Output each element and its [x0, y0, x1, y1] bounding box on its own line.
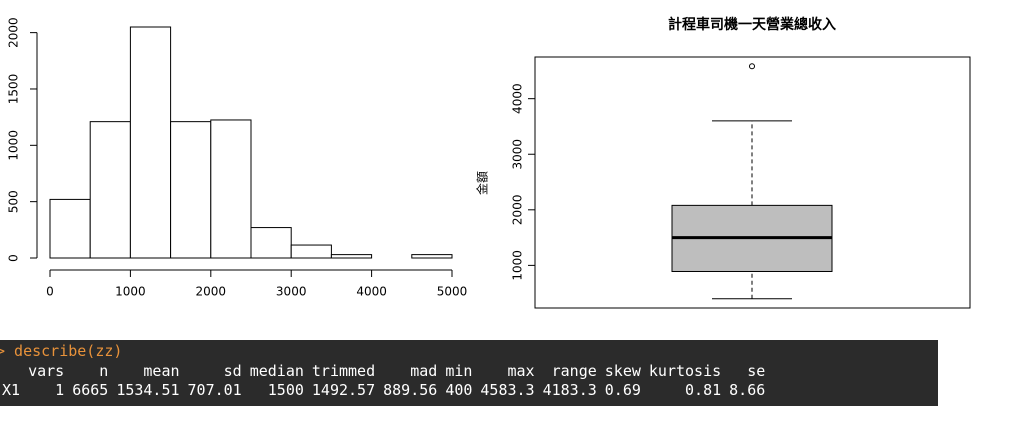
x-tick-label: 5000: [437, 285, 468, 299]
column-header: median: [249, 362, 304, 380]
bar: [411, 254, 453, 259]
column-header: trimmed: [311, 362, 376, 380]
column-header: vars: [28, 362, 65, 380]
cell-value: 1: [55, 381, 65, 399]
y-tick-label: 1000: [511, 250, 525, 281]
value-row: X1 1 6665 1534.51 707.01 1500 1492.57 889.56 400…: [0, 381, 765, 400]
outlier: [749, 63, 755, 70]
cell-value: 707.01: [187, 381, 242, 399]
column-header: sd: [223, 362, 242, 380]
y-tick-label: 3000: [511, 139, 525, 170]
x-tick-label: 2000: [196, 285, 227, 299]
cell-value: 889.56: [383, 381, 438, 399]
bar: [89, 121, 131, 259]
y-tick-label: 1000: [7, 130, 21, 161]
y-tick-label: 500: [7, 190, 21, 213]
cell-value: 400: [445, 381, 473, 399]
cell-value: 1534.51: [116, 381, 180, 399]
column-header: max: [507, 362, 535, 380]
console-command: > describe(zz): [0, 342, 123, 360]
x-tick-label: 3000: [276, 285, 307, 299]
cell-value: 1492.57: [311, 381, 376, 399]
x-tick-label: 1000: [115, 285, 146, 299]
plots: 計程車司機一天營業總收入 金額 0 500 1000 1500 2000 0 1000 200…: [7, 16, 971, 309]
bar: [49, 198, 91, 259]
plot-frame: [534, 56, 971, 309]
column-header: kurtosis: [648, 362, 722, 380]
console: > describe(zz) vars n mean sd median trimmed m…: [0, 340, 938, 406]
cell-value: 1500: [267, 381, 304, 399]
cell-value: 4183.3: [542, 381, 597, 399]
bar: [250, 227, 292, 259]
column-header: range: [551, 362, 597, 380]
column-header: skew: [604, 362, 641, 380]
y-tick-label: 4000: [511, 83, 525, 114]
cell-value: 4583.3: [480, 381, 535, 399]
header-row: vars n mean sd median trimmed mad min max range sk…: [0, 362, 765, 381]
column-header: mean: [143, 362, 180, 380]
column-header: min: [445, 362, 473, 380]
bar: [290, 244, 332, 259]
bar: [210, 119, 252, 259]
column-header: n: [99, 362, 109, 380]
box-ylabel: 金額: [475, 171, 490, 195]
y-tick-label: 2000: [511, 195, 525, 226]
x-tick-label: 0: [46, 285, 54, 299]
x-tick-label: 4000: [356, 285, 387, 299]
y-tick-label: 2000: [7, 17, 21, 48]
corner-cell: [0, 362, 20, 381]
column-header: mad: [410, 362, 438, 380]
y-tick-label: 0: [7, 254, 21, 262]
column-header: se: [747, 362, 766, 380]
cell-value: 0.81: [685, 381, 722, 399]
cell-value: 0.69: [604, 381, 641, 399]
cell-value: 6665: [72, 381, 109, 399]
y-tick-label: 1500: [7, 74, 21, 105]
bar: [330, 254, 373, 259]
bar: [129, 26, 172, 259]
row-label: X1: [2, 381, 21, 399]
describe-table: vars n mean sd median trimmed mad min max range sk…: [0, 362, 765, 400]
box-title: 計程車司機一天營業總收入: [668, 16, 836, 33]
bar: [170, 121, 212, 259]
cell-value: 8.66: [729, 381, 766, 399]
